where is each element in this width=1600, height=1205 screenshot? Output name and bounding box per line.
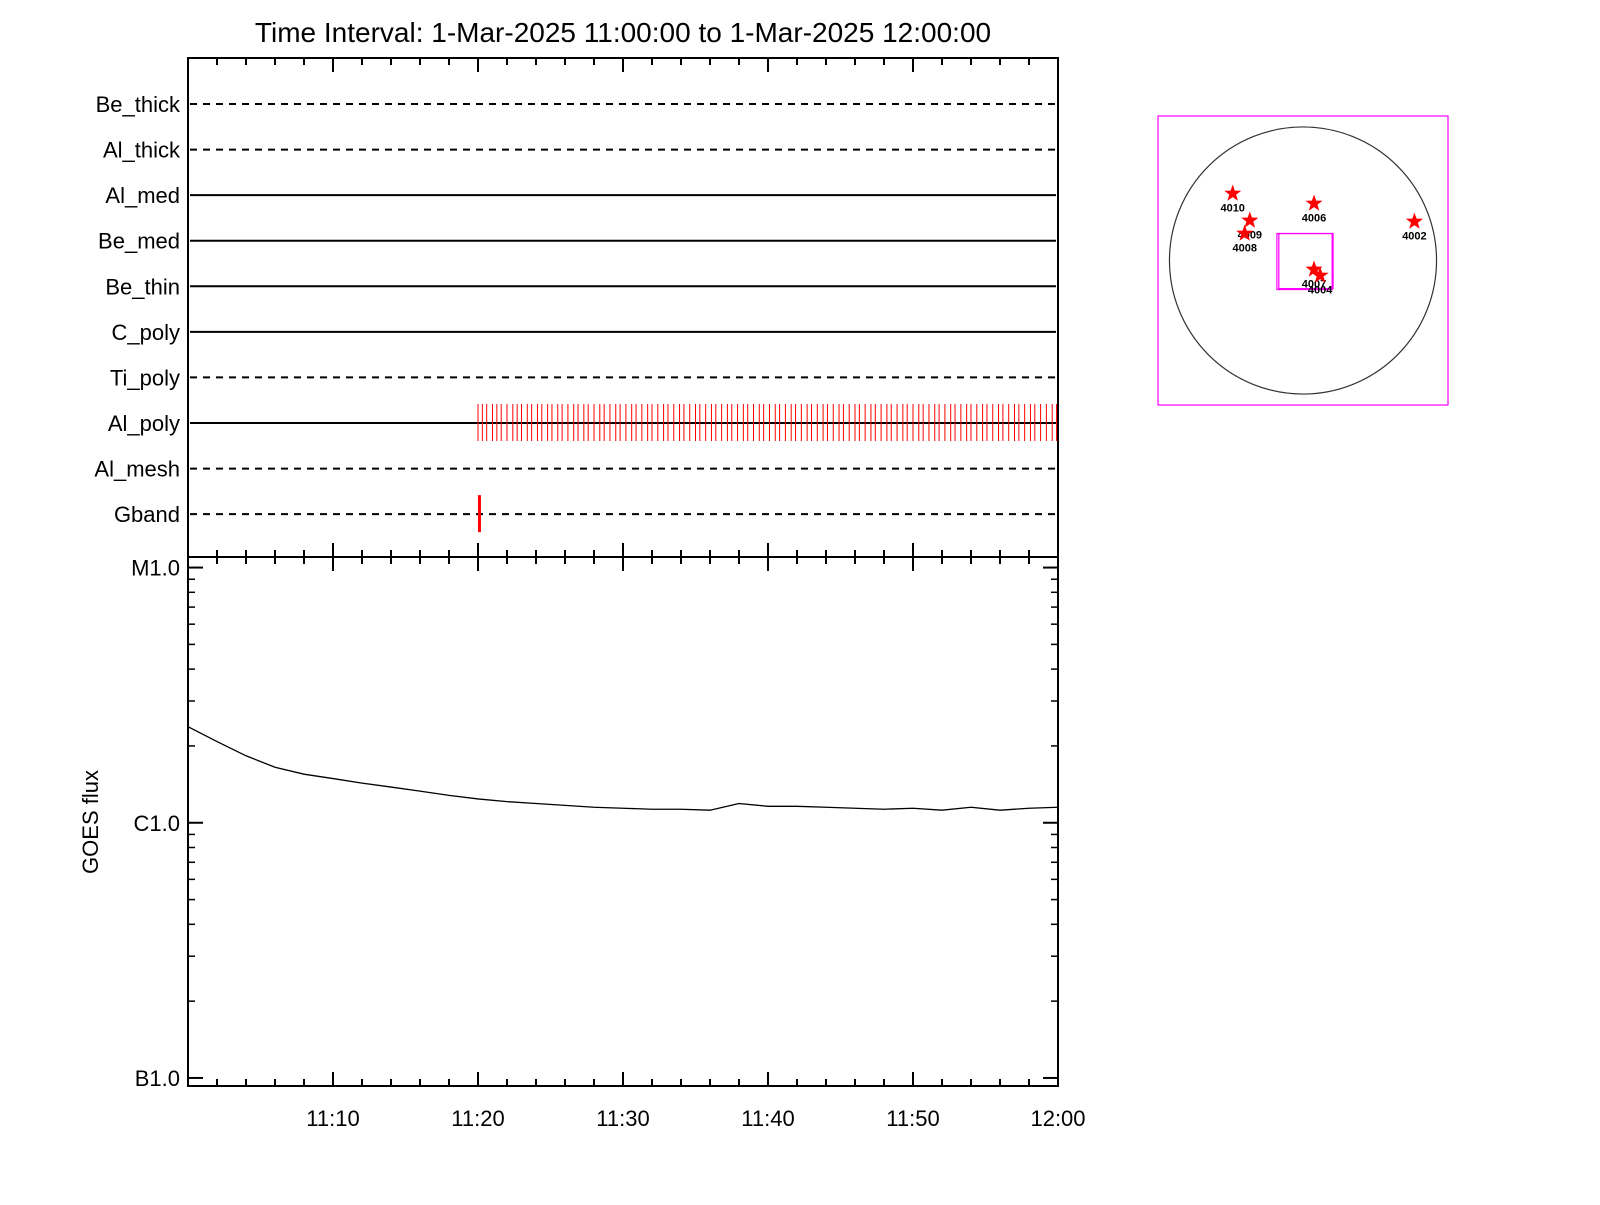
region-marker: [1405, 212, 1423, 229]
y-tick-label: C1.0: [134, 811, 180, 836]
fov-box: [1278, 232, 1334, 290]
region-label: 4002: [1402, 231, 1426, 243]
row-label: Al_poly: [108, 411, 180, 436]
y-axis-label: GOES flux: [78, 770, 103, 874]
region-label: 4006: [1302, 213, 1326, 225]
y-tick-label: B1.0: [135, 1066, 180, 1091]
x-tick-label: 11:40: [741, 1106, 794, 1131]
region-marker: [1305, 194, 1323, 211]
region-marker: [1241, 211, 1259, 228]
region-label: 4010: [1220, 202, 1244, 214]
chart-title: Time Interval: 1-Mar-2025 11:00:00 to 1-…: [255, 17, 991, 48]
row-label: Be_med: [98, 229, 180, 254]
map-frame: [1157, 115, 1449, 406]
row-label: C_poly: [112, 320, 180, 345]
x-tick-label: 12:00: [1030, 1106, 1085, 1131]
row-label: Gband: [114, 502, 180, 527]
row-label: Be_thick: [96, 92, 181, 117]
row-label: Al_mesh: [94, 457, 180, 482]
x-tick-label: 11:30: [596, 1106, 649, 1131]
plot-frame: [187, 556, 1059, 1087]
x-tick-label: 11:50: [886, 1106, 939, 1131]
row-label: Al_thick: [103, 138, 181, 163]
y-tick-label: M1.0: [131, 556, 180, 581]
region-marker: [1224, 184, 1242, 201]
region-marker: [1311, 266, 1329, 283]
region-label: 4004: [1308, 285, 1333, 297]
plot-frame: [187, 57, 1059, 558]
row-label: Be_thin: [105, 274, 180, 299]
flux-line: [187, 726, 1059, 811]
row-label: Al_med: [105, 183, 180, 208]
region-marker: [1305, 260, 1323, 277]
region-marker: [1236, 224, 1254, 241]
solar-limb: [1168, 126, 1438, 395]
x-tick-label: 11:10: [306, 1106, 359, 1131]
region-label: 4007: [1302, 278, 1326, 290]
region-label: 4008: [1232, 243, 1256, 255]
row-label: Ti_poly: [110, 365, 180, 390]
x-tick-label: 11:20: [451, 1106, 504, 1131]
